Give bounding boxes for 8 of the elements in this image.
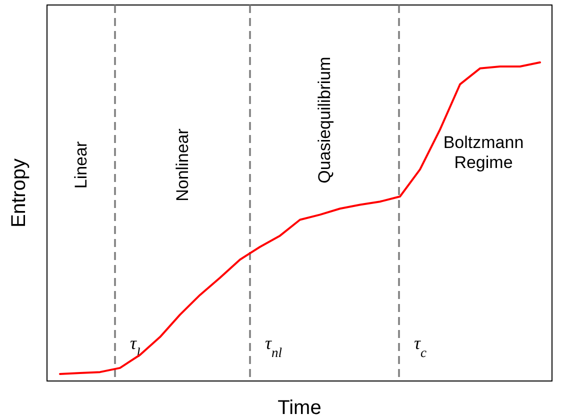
- annotation: Nonlinear: [173, 128, 192, 202]
- annotation: Boltzmann Regime: [443, 133, 524, 172]
- annotation: Linear: [72, 141, 90, 189]
- annotation: Quasiequilibrium: [315, 56, 334, 184]
- annotation: τ$_{nl}$: [265, 333, 282, 360]
- annotation: τ$_{c}$: [414, 333, 426, 360]
- x-axis-title: Time: [278, 397, 322, 419]
- y-axis-title: Entropy: [8, 158, 30, 228]
